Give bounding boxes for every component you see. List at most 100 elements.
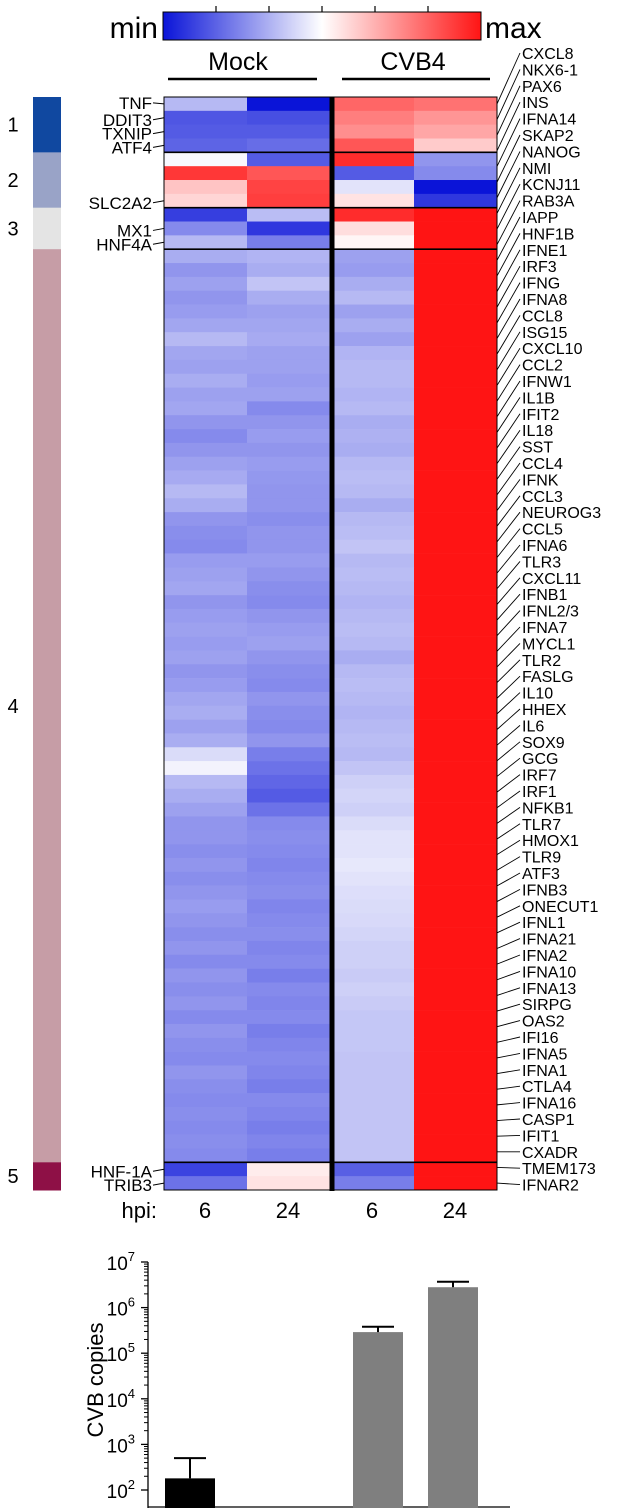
right-gene-label: TLR2 (522, 653, 561, 670)
heatmap-cell (334, 276, 415, 291)
heatmap-cell (414, 608, 498, 624)
right-gene-label: CXCL10 (522, 341, 583, 358)
right-label-leader (496, 446, 521, 480)
heatmap-cell (334, 567, 415, 582)
heatmap-cell (247, 235, 335, 250)
heatmap-cell (247, 747, 335, 762)
heatmap-cell (247, 871, 335, 886)
heatmap-cell (334, 124, 415, 139)
heatmap-cell (164, 664, 248, 679)
heatmap-cell (334, 940, 415, 956)
heatmap-cell (334, 193, 415, 208)
right-label-leader (496, 216, 521, 261)
right-label-leader (496, 1085, 521, 1090)
left-label-leader (152, 200, 165, 204)
heatmap-cell (247, 180, 335, 195)
cluster-3-label: 3 (7, 218, 18, 240)
right-label-leader (496, 380, 521, 417)
heatmap-cell (164, 885, 248, 900)
tick-exponent: 5 (128, 1340, 135, 1355)
heatmap-cell (164, 954, 248, 969)
heatmap-cell (164, 927, 248, 942)
heatmap-cell (164, 1010, 248, 1025)
heatmap-cell (334, 346, 415, 361)
right-label-leader (496, 495, 521, 527)
right-label-leader (496, 593, 521, 621)
right-label-leader (496, 52, 521, 105)
heatmap-cell (334, 318, 415, 333)
right-gene-label: TLR7 (522, 817, 561, 834)
hpi-label: hpi: (122, 1198, 157, 1223)
right-label-leader (496, 659, 521, 683)
right-label-leader (496, 102, 521, 152)
heatmap-cell (164, 318, 248, 333)
right-label-leader (496, 1069, 521, 1075)
heatmap-cell (164, 539, 248, 554)
heatmap-cell (334, 1023, 415, 1039)
heatmap-cell (247, 927, 335, 942)
heatmap-cell (334, 415, 415, 430)
heatmap-cell (247, 954, 335, 969)
heatmap-cell (334, 622, 415, 637)
heatmap-cell (414, 512, 498, 527)
heatmap-cell (414, 346, 498, 361)
right-gene-label: NANOG (522, 144, 581, 161)
heatmap-cell (414, 442, 498, 458)
heatmap-cell (414, 871, 498, 886)
heatmap-cell (334, 442, 415, 458)
tick-exponent: 2 (128, 1477, 135, 1492)
heatmap-cell (164, 290, 248, 305)
heatmap-cell (164, 636, 248, 651)
heatmap-cell (334, 733, 415, 748)
heatmap-cell (334, 235, 415, 250)
heatmap-cell (247, 512, 335, 527)
right-label-leader (496, 397, 521, 433)
bar-4 (428, 1287, 478, 1508)
heatmap-cell (414, 318, 498, 333)
heatmap-cell (247, 1134, 335, 1149)
heatmap-cell (164, 415, 248, 430)
heatmap-cell (334, 678, 415, 693)
right-gene-label: CXADR (522, 1145, 578, 1162)
heatmap-cell (414, 110, 498, 125)
heatmap-cell (247, 1162, 335, 1177)
right-label-leader (496, 429, 521, 464)
heatmap-cell (164, 235, 248, 250)
heatmap-cell (334, 705, 415, 720)
heatmap-cell (247, 484, 335, 499)
heatmap-cell (414, 304, 498, 319)
right-label-leader (496, 69, 521, 120)
cluster-1-bar (33, 97, 61, 153)
heatmap-cell (414, 124, 498, 139)
heatmap-cell (247, 263, 335, 278)
heatmap-cell (247, 816, 335, 831)
heatmap-cell (414, 1106, 498, 1122)
right-gene-label: IL10 (522, 686, 553, 703)
heatmap-cell (334, 429, 415, 444)
right-gene-label: NFKB1 (522, 800, 574, 817)
heatmap-cell (334, 857, 415, 873)
heatmap-cell (164, 249, 248, 264)
heatmap-cell (164, 470, 248, 485)
heatmap-cell (334, 290, 415, 305)
bar-3 (353, 1332, 403, 1508)
right-gene-label: HMOX1 (522, 833, 579, 850)
heatmap-cell (164, 871, 248, 886)
right-gene-label: NKX6-1 (522, 62, 578, 79)
bar-1 (165, 1478, 215, 1508)
heatmap-cells (164, 97, 498, 1191)
heatmap-cell (247, 1010, 335, 1025)
heatmap-cell (414, 1134, 498, 1149)
cluster-1-label: 1 (7, 115, 18, 137)
right-label-leader (496, 577, 521, 605)
right-label-leader (496, 1134, 521, 1137)
right-label-leader (496, 872, 521, 887)
right-label-leader (496, 511, 521, 543)
heatmap-cell (334, 553, 415, 568)
heatmap-cell (414, 359, 498, 375)
heatmap-cell (164, 276, 248, 291)
right-gene-label: TLR9 (522, 850, 561, 867)
right-gene-label: IFNA7 (522, 620, 567, 637)
heatmap-cell (334, 180, 415, 195)
left-gene-label: TNF (119, 94, 152, 113)
